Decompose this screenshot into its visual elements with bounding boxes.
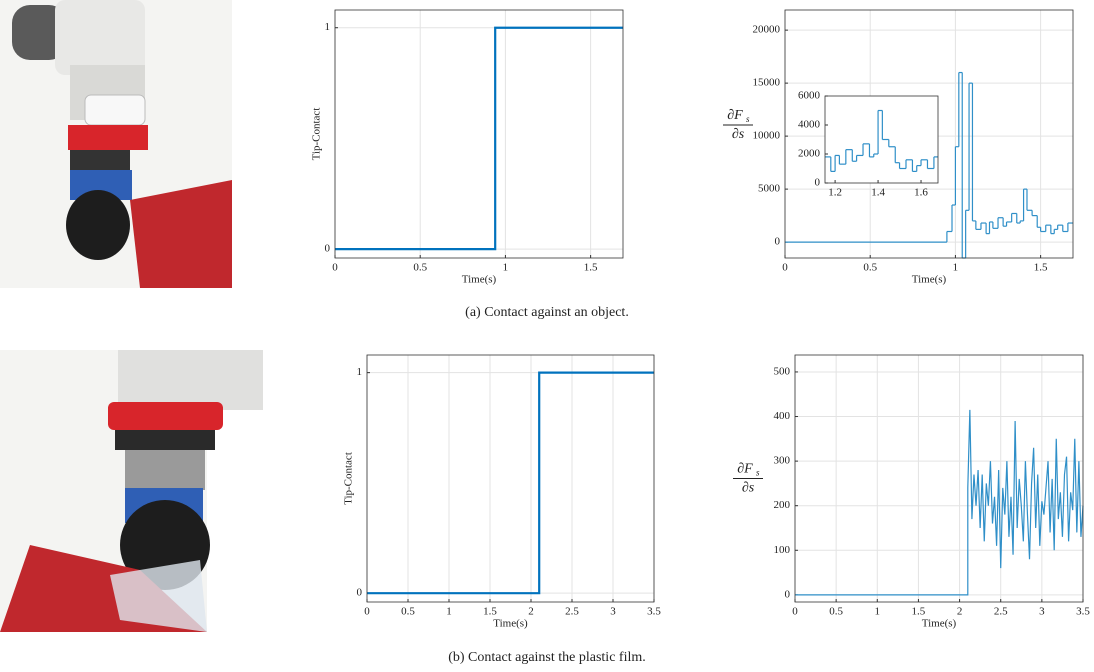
y-axis-label-denominator: ∂s — [742, 481, 755, 496]
x-tick-label: 3 — [1039, 606, 1045, 618]
axes-box — [366, 354, 655, 603]
y-tick-label: 400 — [774, 410, 791, 422]
caption: (a) Contact against an object. — [465, 305, 629, 320]
x-tick-label: 3.5 — [1076, 606, 1090, 618]
inset-box — [824, 95, 939, 184]
data-line — [367, 371, 654, 595]
x-tick-label: 1.4 — [871, 187, 885, 199]
x-tick-label: 0.5 — [401, 606, 415, 618]
axes-box — [334, 9, 624, 259]
x-tick-label: 1.5 — [584, 262, 598, 274]
y-tick-label: 1 — [325, 21, 331, 33]
x-axis-label: Time(s) — [462, 274, 497, 286]
x-tick-label: 1 — [953, 262, 959, 274]
y-tick-label: 0 — [357, 587, 363, 599]
y-tick-label: 100 — [774, 544, 791, 556]
y-tick-label: 0 — [775, 236, 781, 248]
y-tick-label: 0 — [785, 588, 791, 600]
photo-b — [0, 350, 263, 632]
x-tick-label: 0.5 — [863, 262, 877, 274]
x-axis-label: Time(s) — [493, 618, 528, 630]
plot-area — [335, 10, 623, 258]
y-tick-label: 15000 — [753, 77, 781, 89]
y-tick-label: 0 — [325, 243, 331, 255]
y-axis-label-numerator: ∂F — [737, 462, 753, 477]
axes-box — [794, 354, 1084, 603]
y-tick-label: 4000 — [798, 119, 821, 131]
y-tick-label: 20000 — [753, 24, 781, 36]
y-tick-label: 10000 — [753, 130, 781, 142]
x-tick-label: 3 — [610, 606, 616, 618]
x-tick-label: 0 — [364, 606, 370, 618]
y-tick-label: 300 — [774, 455, 791, 467]
data-line — [795, 409, 1084, 596]
x-tick-label: 2 — [528, 606, 534, 618]
x-tick-label: 1.2 — [828, 187, 842, 199]
y-axis-label-subscript: s — [746, 114, 750, 124]
x-axis-label: Time(s) — [922, 618, 957, 630]
y-tick-label: 200 — [774, 499, 791, 511]
y-tick-label: 500 — [774, 365, 791, 377]
y-tick-label: 6000 — [798, 90, 821, 102]
x-tick-label: 0 — [782, 262, 788, 274]
y-tick-label: 1 — [357, 366, 363, 378]
y-axis-label-numerator: ∂F — [727, 108, 743, 123]
y-axis-label: Tip-Contact — [343, 452, 355, 505]
x-tick-label: 0 — [792, 606, 798, 618]
x-tick-label: 0.5 — [413, 262, 427, 274]
y-tick-label: 2000 — [798, 148, 821, 160]
x-tick-label: 1.5 — [483, 606, 497, 618]
x-axis-label: Time(s) — [912, 274, 947, 286]
plot-area — [825, 96, 938, 183]
x-tick-label: 1 — [446, 606, 452, 618]
x-tick-label: 0 — [332, 262, 338, 274]
y-tick-label: 0 — [815, 177, 821, 189]
y-axis-label-subscript: s — [756, 468, 760, 478]
y-axis-label: Tip-Contact — [311, 108, 323, 161]
x-tick-label: 1 — [503, 262, 509, 274]
plot-area — [795, 355, 1083, 602]
x-tick-label: 0.5 — [829, 606, 843, 618]
photo-a — [0, 0, 232, 288]
x-tick-label: 1.6 — [914, 187, 928, 199]
caption: (b) Contact against the plastic film. — [448, 650, 646, 665]
x-tick-label: 1.5 — [1034, 262, 1048, 274]
x-tick-label: 3.5 — [647, 606, 661, 618]
inset-plot — [825, 109, 938, 172]
y-axis-label-denominator: ∂s — [732, 127, 745, 142]
x-tick-label: 2.5 — [565, 606, 579, 618]
plot-area — [367, 355, 654, 602]
x-tick-label: 2.5 — [994, 606, 1008, 618]
x-tick-label: 2 — [957, 606, 963, 618]
x-tick-label: 1 — [875, 606, 881, 618]
y-tick-label: 5000 — [758, 183, 781, 195]
axes-box — [784, 9, 1074, 259]
x-tick-label: 1.5 — [912, 606, 926, 618]
data-line — [335, 26, 623, 251]
